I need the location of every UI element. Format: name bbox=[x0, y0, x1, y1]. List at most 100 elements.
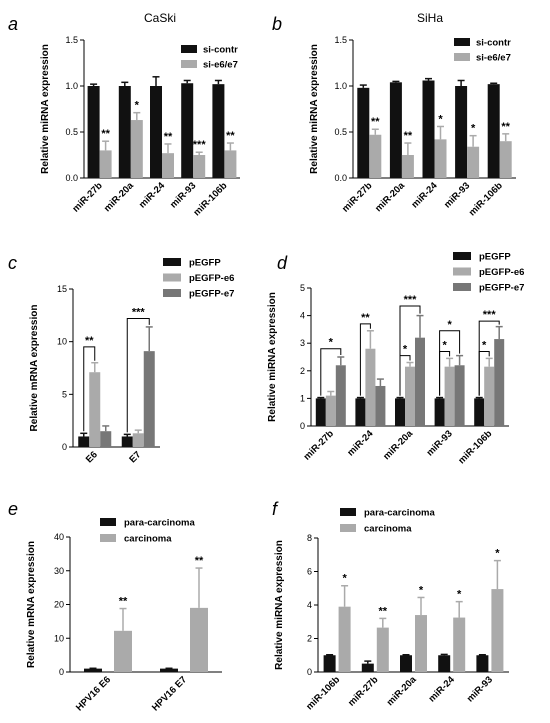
x-tick-label: miR-20a bbox=[381, 428, 415, 462]
panel-title: SiHa bbox=[417, 11, 443, 25]
bar bbox=[150, 86, 162, 178]
legend-entry: si-e6/e7 bbox=[476, 53, 511, 64]
y-tick-label: 8 bbox=[307, 533, 312, 543]
x-tick-label: miR-27b bbox=[70, 180, 104, 214]
significance-label: *** bbox=[132, 306, 146, 318]
significance-label: ** bbox=[404, 130, 413, 142]
significance-bracket bbox=[478, 320, 500, 396]
legend-swatch bbox=[163, 289, 181, 297]
bar bbox=[162, 153, 174, 178]
x-tick-label: miR-20a bbox=[102, 180, 136, 214]
y-tick-label: 0 bbox=[62, 442, 67, 452]
y-tick-label: 6 bbox=[307, 567, 312, 577]
x-tick-label: E7 bbox=[127, 449, 143, 465]
bar bbox=[78, 436, 90, 447]
legend-entry: pEGFP-e7 bbox=[189, 289, 234, 300]
x-tick-label: HPV16 E7 bbox=[150, 674, 189, 713]
significance-label: * bbox=[403, 344, 408, 356]
x-tick-label: miR-27b bbox=[340, 180, 374, 214]
y-tick-label: 3 bbox=[300, 338, 305, 348]
bar bbox=[132, 433, 144, 447]
significance-bracket bbox=[126, 317, 150, 433]
x-tick-label: miR-24 bbox=[137, 180, 168, 211]
legend-entry: pEGFP bbox=[479, 252, 511, 263]
panel-b: b SiHa 0.0 0.5 1.0 1.5 Relative miRNA expressi… bbox=[272, 11, 516, 218]
significance-label: * bbox=[329, 337, 334, 349]
legend-entry: pEGFP-e6 bbox=[189, 273, 234, 284]
bar bbox=[143, 351, 155, 447]
significance-bracket bbox=[320, 348, 342, 396]
legend-entry: pEGFP-e7 bbox=[479, 283, 524, 294]
y-tick-label: 20 bbox=[54, 600, 64, 610]
y-tick-label: 10 bbox=[54, 633, 64, 643]
significance-bracket bbox=[83, 346, 96, 432]
y-axis-label: Relative mRNA expression bbox=[29, 305, 40, 432]
legend-entry: si-e6/e7 bbox=[203, 60, 238, 71]
legend-swatch bbox=[454, 53, 470, 61]
x-tick-label: miR-93 bbox=[465, 674, 495, 704]
panel-a: a CaSki 0.0 0.5 1.0 1.5 Relative miRNA express… bbox=[8, 11, 240, 218]
y-tick-label: 0.0 bbox=[65, 173, 78, 183]
bar bbox=[193, 155, 206, 178]
significance-label: * bbox=[419, 584, 424, 596]
x-tick-label: miR-24 bbox=[427, 674, 458, 705]
y-tick-label: 1 bbox=[300, 393, 305, 403]
bar bbox=[474, 398, 485, 426]
significance-label: * bbox=[495, 548, 500, 560]
legend-swatch bbox=[181, 45, 197, 53]
bar bbox=[100, 431, 112, 447]
bar bbox=[395, 398, 405, 426]
bar bbox=[389, 82, 402, 178]
y-tick-label: 0.5 bbox=[65, 127, 78, 137]
significance-label: * bbox=[471, 123, 476, 135]
legend-swatch bbox=[100, 534, 116, 542]
panel-label-a: a bbox=[8, 14, 18, 34]
legend-swatch bbox=[454, 38, 470, 46]
x-tick-label: miR-106b bbox=[467, 180, 505, 218]
bar bbox=[160, 668, 178, 672]
legend-entry: si-contr bbox=[476, 38, 511, 49]
bar bbox=[365, 348, 376, 426]
bar bbox=[87, 86, 100, 178]
y-tick-label: 2 bbox=[300, 366, 305, 376]
bar bbox=[375, 385, 386, 426]
significance-label: *** bbox=[483, 309, 497, 321]
y-axis-label: Relative miRNA expression bbox=[40, 44, 51, 174]
bar bbox=[434, 398, 445, 426]
bar bbox=[454, 365, 465, 426]
significance-label: * bbox=[482, 339, 487, 351]
bar bbox=[401, 155, 414, 178]
significance-label: * bbox=[442, 339, 447, 351]
bar bbox=[99, 150, 112, 178]
significance-bracket bbox=[439, 330, 461, 396]
bar bbox=[405, 366, 415, 426]
bar bbox=[190, 607, 208, 672]
x-tick-label: E6 bbox=[84, 449, 100, 465]
y-tick-label: 4 bbox=[300, 311, 305, 321]
significance-label: ** bbox=[164, 131, 173, 143]
bar bbox=[335, 365, 346, 426]
bar bbox=[84, 668, 102, 672]
significance-label: ** bbox=[195, 555, 204, 567]
y-tick-label: 0.5 bbox=[334, 127, 347, 137]
panel-label-c: c bbox=[8, 253, 17, 273]
y-tick-label: 2 bbox=[307, 634, 312, 644]
legend-entry: pEGFP-e6 bbox=[479, 267, 524, 278]
significance-label: ** bbox=[101, 128, 110, 140]
legend-entry: si-contr bbox=[203, 45, 238, 56]
legend-entry: pEGFP bbox=[189, 258, 221, 269]
x-tick-label: miR-93 bbox=[425, 428, 455, 458]
bar bbox=[89, 372, 101, 447]
bar bbox=[499, 141, 512, 178]
y-tick-label: 0 bbox=[307, 667, 312, 677]
legend-swatch bbox=[163, 273, 181, 282]
bar bbox=[212, 84, 225, 178]
significance-label: ** bbox=[501, 121, 510, 133]
y-tick-label: 1.5 bbox=[334, 35, 347, 45]
significance-bracket bbox=[359, 323, 371, 396]
bar bbox=[224, 150, 237, 178]
y-tick-label: 1.5 bbox=[65, 35, 78, 45]
significance-label: ** bbox=[361, 312, 370, 324]
